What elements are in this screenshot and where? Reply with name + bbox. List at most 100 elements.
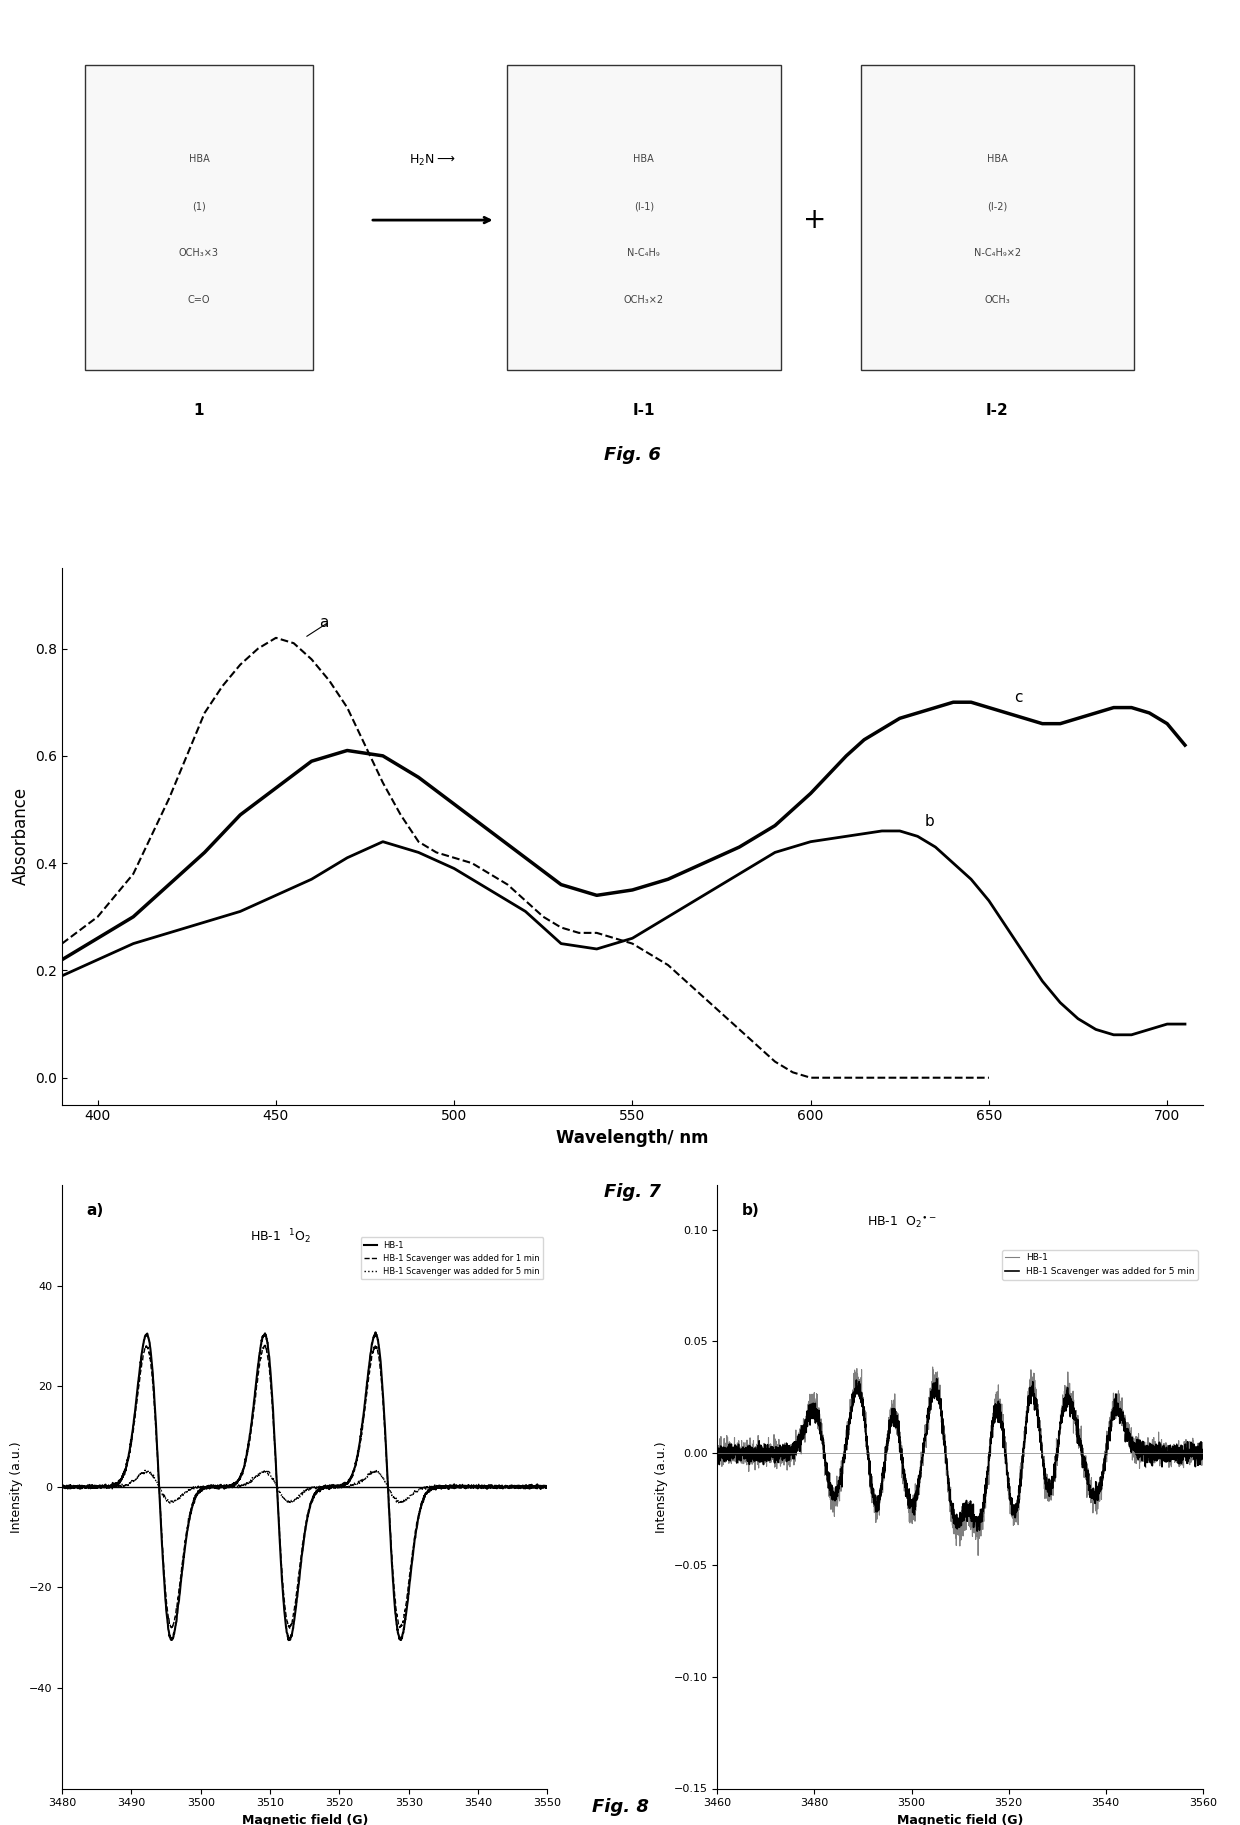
c xyxy=(233,803,248,825)
a xyxy=(804,1068,818,1090)
b xyxy=(1035,971,1050,993)
a xyxy=(678,971,693,993)
a xyxy=(946,1068,961,1090)
b xyxy=(1017,944,1032,965)
b xyxy=(589,938,604,960)
X-axis label: Wavelength/ nm: Wavelength/ nm xyxy=(557,1130,708,1146)
c xyxy=(1053,714,1068,735)
FancyBboxPatch shape xyxy=(84,66,312,370)
b xyxy=(304,869,319,891)
a xyxy=(928,1068,942,1090)
a xyxy=(839,1068,854,1090)
a xyxy=(126,863,141,885)
Text: N-C₄H₉×2: N-C₄H₉×2 xyxy=(973,248,1021,257)
a xyxy=(393,803,408,825)
b xyxy=(482,880,497,902)
X-axis label: Magnetic field (G): Magnetic field (G) xyxy=(242,1814,368,1825)
c xyxy=(982,697,997,719)
b xyxy=(233,900,248,922)
Y-axis label: Intensity (a.u.): Intensity (a.u.) xyxy=(655,1442,668,1533)
b xyxy=(376,830,391,852)
c xyxy=(963,692,978,714)
a xyxy=(642,944,657,965)
c xyxy=(446,794,461,816)
c xyxy=(269,777,284,799)
a xyxy=(874,1068,889,1090)
a xyxy=(269,628,284,650)
a xyxy=(732,1018,746,1040)
a xyxy=(768,1051,782,1073)
c xyxy=(1178,734,1193,756)
Line: a: a xyxy=(62,639,990,1079)
Text: HB-1  $^1$O$_2$: HB-1 $^1$O$_2$ xyxy=(250,1226,311,1246)
b xyxy=(1070,1007,1085,1029)
c xyxy=(804,783,818,805)
Y-axis label: Absorbance: Absorbance xyxy=(11,787,30,885)
Text: Fig. 6: Fig. 6 xyxy=(604,445,661,464)
b xyxy=(963,869,978,891)
c xyxy=(304,750,319,772)
b xyxy=(55,965,69,987)
FancyBboxPatch shape xyxy=(861,66,1135,370)
a xyxy=(518,891,533,912)
a xyxy=(910,1068,925,1090)
c xyxy=(1159,714,1174,735)
a xyxy=(714,1002,729,1024)
c xyxy=(928,697,942,719)
c xyxy=(1017,708,1032,730)
a xyxy=(446,847,461,869)
a xyxy=(857,1068,872,1090)
b xyxy=(412,841,427,863)
b xyxy=(197,911,212,933)
a xyxy=(465,852,480,874)
b xyxy=(518,900,533,922)
Text: b): b) xyxy=(742,1203,759,1217)
c xyxy=(1123,697,1138,719)
c xyxy=(1142,703,1157,725)
Text: C=O: C=O xyxy=(187,296,210,305)
a xyxy=(180,745,195,766)
c xyxy=(376,745,391,766)
b xyxy=(161,922,176,944)
c xyxy=(482,819,497,841)
c xyxy=(197,841,212,863)
a xyxy=(286,631,301,653)
Text: b: b xyxy=(925,814,935,829)
Text: a: a xyxy=(319,615,329,630)
c xyxy=(732,836,746,858)
Text: Fig. 8: Fig. 8 xyxy=(591,1798,649,1816)
c xyxy=(55,949,69,971)
b xyxy=(1159,1013,1174,1035)
b xyxy=(1123,1024,1138,1046)
a xyxy=(161,788,176,810)
b xyxy=(928,836,942,858)
FancyBboxPatch shape xyxy=(507,66,781,370)
b xyxy=(946,852,961,874)
Text: OCH₃: OCH₃ xyxy=(985,296,1011,305)
a xyxy=(821,1068,836,1090)
a xyxy=(233,653,248,675)
Line: c: c xyxy=(62,703,1185,960)
b xyxy=(554,933,569,954)
c xyxy=(946,692,961,714)
c xyxy=(625,880,640,902)
b xyxy=(269,885,284,907)
Text: HBA: HBA xyxy=(987,153,1008,164)
Legend: HB-1, HB-1 Scavenger was added for 1 min, HB-1 Scavenger was added for 5 min: HB-1, HB-1 Scavenger was added for 1 min… xyxy=(361,1237,543,1279)
a xyxy=(608,927,622,949)
c xyxy=(1035,714,1050,735)
c xyxy=(91,927,105,949)
b xyxy=(446,858,461,880)
a xyxy=(697,986,712,1007)
c xyxy=(874,717,889,739)
b xyxy=(732,863,746,885)
b xyxy=(697,885,712,907)
c xyxy=(839,745,854,766)
b xyxy=(768,841,782,863)
b xyxy=(661,905,676,927)
b xyxy=(1178,1013,1193,1035)
Text: N-C₄H₉: N-C₄H₉ xyxy=(627,248,660,257)
Text: H$_2$N$\longrightarrow$: H$_2$N$\longrightarrow$ xyxy=(409,153,456,168)
Legend: HB-1, HB-1 Scavenger was added for 5 min: HB-1, HB-1 Scavenger was added for 5 min xyxy=(1002,1250,1198,1279)
Text: (I-1): (I-1) xyxy=(634,201,653,212)
